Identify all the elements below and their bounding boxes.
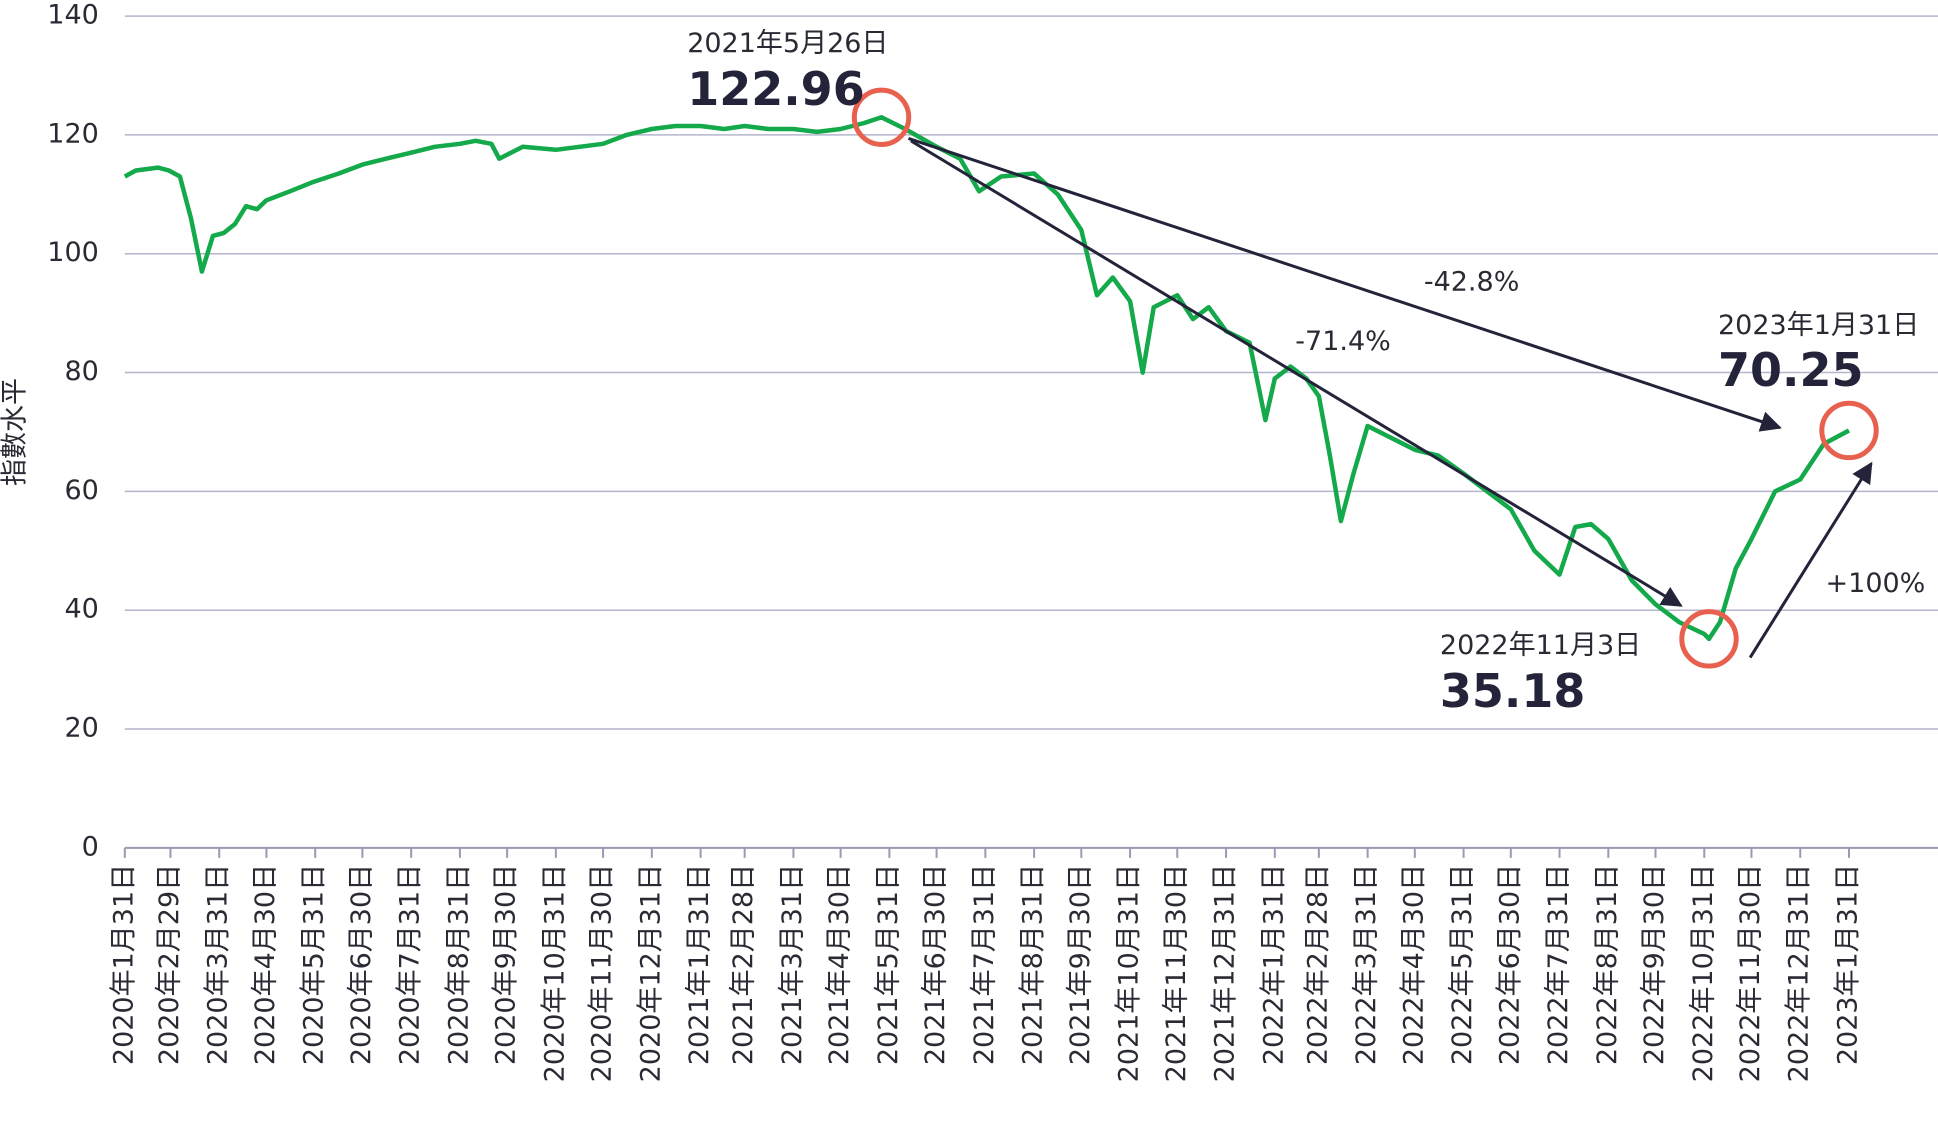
x-tick-label: 2022年3月31日 <box>1351 864 1382 1065</box>
x-tick-label: 2021年3月31日 <box>777 864 808 1065</box>
x-tick-label: 2022年5月31日 <box>1447 864 1478 1065</box>
annotation-value: 35.18 <box>1440 664 1586 718</box>
x-tick-label: 2021年8月31日 <box>1018 864 1049 1065</box>
y-tick-label: 20 <box>64 713 98 744</box>
highlight-circle <box>1679 609 1739 669</box>
x-tick-label: 2020年9月30日 <box>491 864 522 1065</box>
y-axis-label: 指數水平 <box>0 378 31 486</box>
annotation-date: 2021年5月26日 <box>687 28 888 59</box>
arrow <box>910 139 1683 607</box>
y-tick-label: 40 <box>64 594 98 625</box>
change-label: +100% <box>1826 568 1926 599</box>
x-tick-label: 2021年10月31日 <box>1114 864 1145 1082</box>
x-tick-label: 2022年2月28日 <box>1302 864 1333 1065</box>
x-tick-label: 2022年4月30日 <box>1398 864 1429 1065</box>
x-tick-label: 2022年11月30日 <box>1735 864 1766 1082</box>
x-tick-label: 2022年1月31日 <box>1258 864 1289 1065</box>
annotation-value: 70.25 <box>1718 343 1864 397</box>
x-tick-label: 2020年5月31日 <box>299 864 330 1065</box>
x-tick-label: 2020年11月30日 <box>587 864 618 1082</box>
y-tick-label: 120 <box>47 118 99 149</box>
annotation-date: 2023年1月31日 <box>1718 310 1919 341</box>
y-tick-label: 60 <box>64 475 98 506</box>
y-tick-label: 100 <box>47 237 99 268</box>
highlight-circle <box>851 87 912 148</box>
x-tick-label: 2021年6月30日 <box>920 864 951 1065</box>
x-tick-label: 2020年2月29日 <box>154 864 185 1065</box>
x-tick-label: 2022年8月31日 <box>1592 864 1623 1065</box>
x-tick-label: 2022年12月31日 <box>1784 864 1815 1082</box>
x-tick-label: 2022年9月30日 <box>1639 864 1670 1065</box>
x-tick-label: 2020年8月31日 <box>443 864 474 1065</box>
annotation-date: 2022年11月3日 <box>1440 630 1641 661</box>
x-tick-label: 2021年12月31日 <box>1210 864 1241 1082</box>
highlight-circle <box>1819 400 1879 461</box>
x-tick-label: 2020年12月31日 <box>635 864 666 1082</box>
y-tick-label: 80 <box>64 356 98 387</box>
x-tick-label: 2022年6月30日 <box>1494 864 1525 1065</box>
x-tick-label: 2020年4月30日 <box>250 864 281 1065</box>
x-tick-label: 2021年5月31日 <box>873 864 904 1065</box>
x-tick-label: 2022年7月31日 <box>1543 864 1574 1065</box>
y-tick-label: 0 <box>82 831 99 862</box>
x-tick-label: 2021年9月30日 <box>1065 864 1096 1065</box>
x-tick-label: 2023年1月31日 <box>1833 864 1864 1065</box>
arrow <box>907 137 1782 432</box>
x-tick-label: 2021年2月28日 <box>728 864 759 1065</box>
x-tick-label: 2020年3月31日 <box>203 864 234 1065</box>
x-tick-label: 2021年11月30日 <box>1161 864 1192 1082</box>
x-tick-label: 2021年7月31日 <box>969 864 1000 1065</box>
x-tick-label: 2021年4月30日 <box>824 864 855 1065</box>
x-tick-label: 2020年7月31日 <box>395 864 426 1065</box>
x-tick-label: 2020年10月31日 <box>539 864 570 1082</box>
change-label: -42.8% <box>1424 267 1520 298</box>
change-label: -71.4% <box>1295 326 1391 357</box>
x-tick-label: 2022年10月31日 <box>1688 864 1719 1082</box>
annotation-value: 122.96 <box>687 62 865 116</box>
x-tick-label: 2020年6月30日 <box>346 864 377 1065</box>
arrow <box>1748 461 1873 659</box>
x-tick-label: 2021年1月31日 <box>684 864 715 1065</box>
index-line <box>123 115 1851 642</box>
y-tick-label: 140 <box>47 0 99 31</box>
x-tick-label: 2020年1月31日 <box>108 864 139 1065</box>
